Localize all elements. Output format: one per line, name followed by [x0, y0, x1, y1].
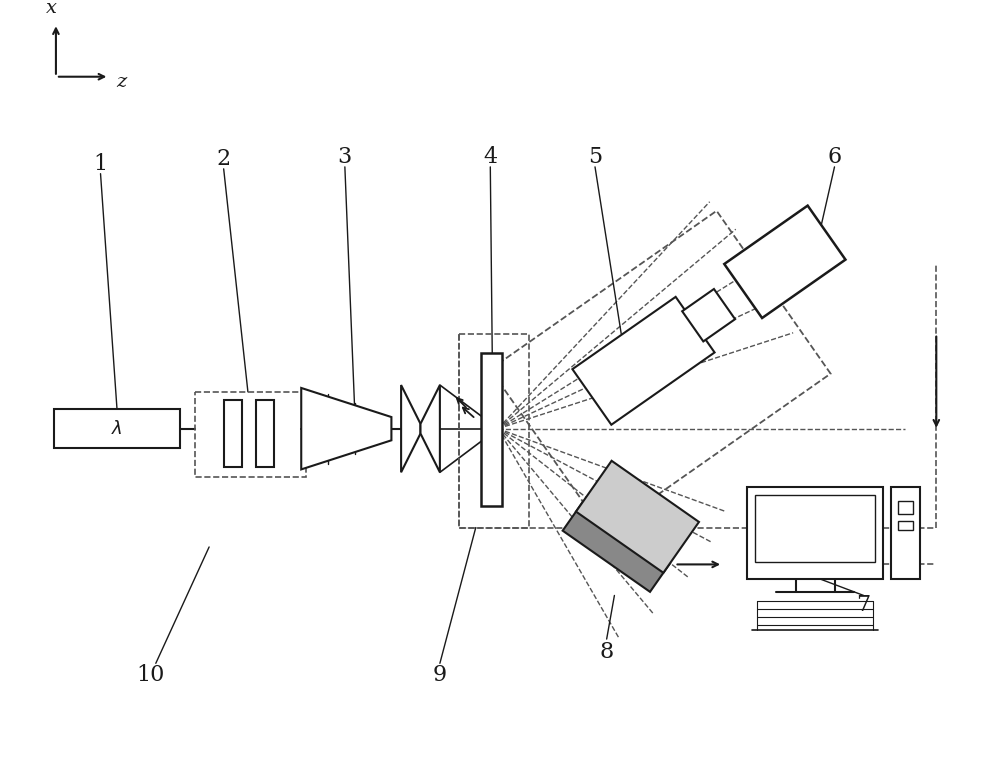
Text: 3: 3: [338, 146, 352, 168]
Text: 10: 10: [137, 664, 165, 686]
Text: 8: 8: [600, 641, 614, 663]
Polygon shape: [576, 461, 699, 573]
Text: 9: 9: [433, 664, 447, 686]
Text: 1: 1: [93, 153, 108, 175]
Polygon shape: [755, 494, 875, 562]
Polygon shape: [256, 400, 274, 468]
Polygon shape: [420, 385, 440, 472]
Polygon shape: [898, 521, 913, 531]
Polygon shape: [301, 388, 391, 469]
Polygon shape: [747, 487, 883, 579]
Text: 2: 2: [217, 148, 231, 170]
Polygon shape: [54, 409, 180, 448]
Text: 6: 6: [827, 146, 842, 168]
Text: 5: 5: [588, 146, 602, 168]
Polygon shape: [401, 385, 420, 472]
Text: 7: 7: [857, 594, 871, 616]
Text: x: x: [46, 0, 57, 17]
Polygon shape: [891, 487, 920, 579]
Polygon shape: [898, 501, 913, 514]
Polygon shape: [724, 205, 845, 318]
Polygon shape: [563, 502, 670, 592]
Polygon shape: [224, 400, 242, 468]
Polygon shape: [572, 297, 715, 424]
Text: $\lambda$: $\lambda$: [111, 420, 123, 438]
Polygon shape: [682, 289, 735, 341]
Polygon shape: [481, 353, 502, 506]
Text: 4: 4: [483, 146, 497, 168]
Text: z: z: [116, 72, 126, 91]
